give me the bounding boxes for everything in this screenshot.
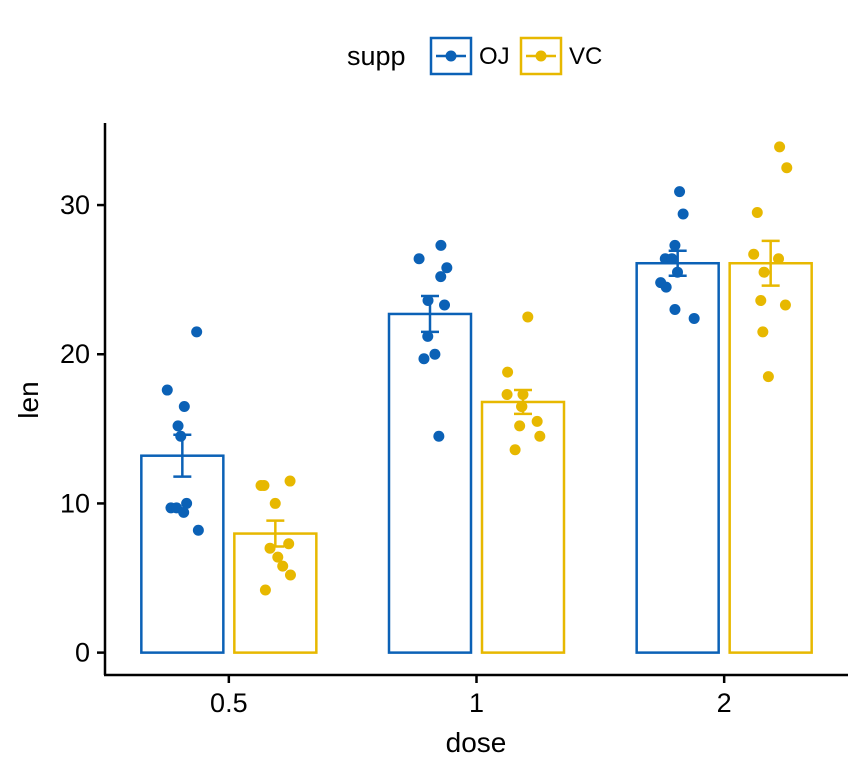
data-point (435, 271, 447, 283)
data-point (283, 538, 295, 550)
legend-label-vc: VC (569, 43, 602, 70)
data-point (178, 506, 190, 518)
bar-oj-1 (387, 312, 473, 654)
data-point (534, 430, 546, 442)
data-point (284, 569, 296, 581)
bar-oj-0.5 (140, 454, 225, 654)
x-tick-label: 2 (717, 688, 732, 718)
data-point (672, 266, 684, 278)
data-point (516, 400, 528, 412)
data-point (779, 299, 791, 311)
data-point (762, 371, 774, 383)
data-point (674, 186, 686, 198)
bar-vc-1 (480, 400, 566, 654)
legend-title: supp (347, 41, 406, 71)
legend-key-point (535, 50, 547, 62)
data-point (422, 295, 434, 307)
legend-label-oj: OJ (479, 43, 510, 70)
data-point (441, 262, 453, 274)
data-point (413, 253, 425, 265)
data-point (258, 480, 270, 492)
y-tick-label: 0 (75, 638, 90, 668)
data-point (514, 420, 526, 432)
legend-key-point (445, 50, 457, 62)
data-point (509, 444, 521, 456)
axes: 0 10 20 30 0.5 1 2 (60, 123, 848, 718)
bar-vc-2 (728, 261, 813, 654)
data-point (677, 208, 689, 220)
data-point (433, 430, 445, 442)
y-tick-label: 30 (60, 190, 90, 220)
data-point (264, 542, 276, 554)
data-point (502, 366, 514, 378)
data-point (748, 248, 760, 260)
data-point (429, 348, 441, 360)
y-tick-label: 20 (60, 339, 90, 369)
y-axis-title: len (13, 381, 44, 418)
data-point (517, 389, 529, 401)
x-axis-title: dose (446, 727, 507, 758)
y-tick-label: 10 (60, 488, 90, 518)
legend-key-vc (519, 36, 563, 76)
data-point (439, 299, 451, 311)
data-point (531, 415, 543, 427)
data-point (418, 353, 430, 365)
plot-area (140, 141, 813, 654)
data-point (666, 253, 678, 265)
data-point (175, 430, 187, 442)
data-point (435, 239, 447, 251)
data-point (660, 281, 672, 293)
data-point (688, 312, 700, 324)
data-point (192, 524, 204, 536)
data-point (773, 253, 785, 265)
bar-vc-0.5 (233, 532, 318, 654)
data-point (757, 326, 769, 338)
data-point (172, 420, 184, 432)
data-point (755, 295, 767, 307)
x-tick-label: 0.5 (210, 688, 248, 718)
data-point (277, 560, 289, 572)
data-point (422, 330, 434, 342)
data-point (781, 162, 793, 174)
data-point (284, 475, 296, 487)
data-point (751, 207, 763, 219)
data-point (272, 551, 284, 563)
data-point (522, 311, 534, 323)
data-point (161, 384, 173, 396)
data-point (269, 497, 281, 509)
legend-key-oj (429, 36, 473, 76)
legend: supp OJ VC (347, 36, 602, 76)
data-point (259, 584, 271, 596)
data-point (501, 389, 513, 401)
x-tick-label: 1 (469, 688, 484, 718)
data-point (669, 303, 681, 315)
bar-oj-2 (635, 261, 720, 654)
data-point (669, 239, 681, 251)
data-point (181, 497, 193, 509)
data-point (191, 326, 203, 338)
data-point (178, 400, 190, 412)
data-point (758, 266, 770, 278)
data-point (774, 141, 786, 153)
